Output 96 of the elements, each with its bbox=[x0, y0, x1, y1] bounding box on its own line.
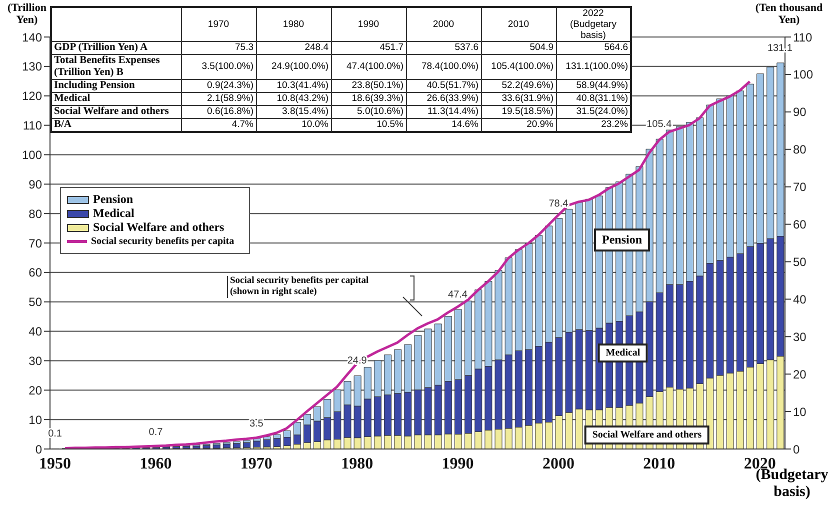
y2-axis-title: (Ten thousand Yen) bbox=[754, 2, 824, 26]
annotation: 47.4(100.0%) bbox=[331, 54, 406, 80]
annotation: 40.8(31.1%) bbox=[556, 92, 631, 106]
annotation: 2022 (Budgetary basis) bbox=[556, 7, 631, 42]
text: 2000 bbox=[406, 7, 481, 42]
annotation: 52.2(49.6%) bbox=[481, 80, 556, 92]
annotation: Medical bbox=[51, 92, 181, 106]
annotation: B/A bbox=[51, 118, 181, 132]
x-tick-label: 2000 bbox=[542, 455, 574, 472]
y-tick-label: 70 bbox=[28, 236, 42, 250]
annotation: 19.5(18.5%) bbox=[481, 106, 556, 118]
annotation: 504.9 bbox=[481, 42, 556, 54]
total-label: 0.7 bbox=[148, 426, 164, 438]
annotation: 4.7% bbox=[181, 118, 256, 132]
x-tick-label: 1960 bbox=[140, 455, 172, 472]
x-tick-label: 1980 bbox=[341, 455, 374, 472]
annotation: 2.1(58.9%) bbox=[181, 92, 256, 106]
annotation: 3.5(100.0%) bbox=[181, 54, 256, 80]
annotation: 58.9(44.9%) bbox=[556, 80, 631, 92]
annotation: 537.6 bbox=[406, 42, 481, 54]
total-label: 3.5 bbox=[249, 418, 264, 430]
annotation: 451.7 bbox=[331, 42, 406, 54]
annotation: 10.3(41.4%) bbox=[256, 80, 331, 92]
annotation: 0.9(24.3%) bbox=[181, 80, 256, 92]
y-tick-label: 40 bbox=[28, 324, 42, 339]
legend-label: Medical bbox=[93, 206, 134, 220]
x-tick-label: 2010 bbox=[643, 455, 676, 472]
annotation: 31.5(24.0%) bbox=[556, 106, 631, 118]
total-label: 78.4 bbox=[548, 198, 569, 210]
annotation: GDP (Trillion Yen) A bbox=[51, 42, 181, 54]
x-tick-label: 1970 bbox=[240, 455, 272, 472]
text: 1980 bbox=[256, 7, 331, 42]
annotation: 33.6(31.9%) bbox=[481, 92, 556, 106]
annotation: 40.5(51.7%) bbox=[406, 80, 481, 92]
y-tick-label: 20 bbox=[28, 383, 42, 398]
annotation: 20.9% bbox=[481, 118, 556, 132]
annotation: 3.8(15.4%) bbox=[256, 106, 331, 118]
x-tick-label: 1950 bbox=[39, 455, 72, 472]
annotation: Social Welfare and others bbox=[584, 426, 710, 444]
annotation: 14.6% bbox=[406, 118, 481, 132]
legend-label: Pension bbox=[93, 192, 134, 206]
y-tick-label: 60 bbox=[28, 266, 42, 280]
y2-tick-label: 90 bbox=[793, 105, 807, 120]
y-tick-label: 90 bbox=[28, 177, 42, 192]
legend-label: Social Welfare and others bbox=[93, 220, 224, 234]
text: 1970 bbox=[181, 7, 256, 42]
annotation: 10.5% bbox=[331, 118, 406, 132]
text: 2010 bbox=[481, 7, 556, 42]
annotation: Including Pension bbox=[51, 80, 181, 92]
annotation: 18.6(39.3%) bbox=[331, 92, 406, 106]
annotation: 23.2% bbox=[556, 118, 631, 132]
annotation: Social Welfare and others bbox=[51, 106, 181, 118]
y2-tick-label: 100 bbox=[793, 68, 814, 82]
y2-tick-label: 50 bbox=[793, 254, 807, 269]
y-axis-title: (Trillion Yen) bbox=[6, 2, 48, 26]
y2-tick-label: 40 bbox=[793, 292, 807, 306]
annotation: 10.8(43.2%) bbox=[256, 92, 331, 106]
y-tick-label: 100 bbox=[22, 148, 42, 162]
y2-tick-label: 20 bbox=[793, 367, 807, 382]
y-tick-label: 130 bbox=[22, 60, 42, 74]
y2-tick-label: 0 bbox=[793, 442, 800, 456]
annotation: 131.1(100.0%) bbox=[556, 54, 631, 80]
annotation: 564.6 bbox=[556, 42, 631, 54]
annotation: 105.4(100.0%) bbox=[481, 54, 556, 80]
y-tick-label: 120 bbox=[22, 89, 42, 104]
annotation: 248.4 bbox=[256, 42, 331, 54]
y-tick-label: 80 bbox=[28, 206, 42, 221]
annotation: Total Benefits Expenses (Trillion Yen) B bbox=[51, 54, 181, 80]
text: 1990 bbox=[331, 7, 406, 42]
annotation: Social security benefits per capital (shown in right scale) bbox=[227, 276, 390, 298]
annotation: 23.8(50.1%) bbox=[331, 80, 406, 92]
y2-tick-label: 30 bbox=[793, 330, 807, 344]
y-tick-label: 0 bbox=[35, 442, 42, 456]
y2-tick-label: 110 bbox=[793, 30, 812, 44]
total-label: 47.4 bbox=[448, 290, 468, 301]
y-tick-label: 50 bbox=[28, 295, 42, 310]
annotation: 78.4(100.0%) bbox=[406, 54, 481, 80]
annotation: Pension bbox=[594, 228, 650, 252]
y2-tick-label: 10 bbox=[793, 404, 807, 419]
y2-tick-label: 70 bbox=[793, 180, 807, 194]
y2-tick-label: 80 bbox=[793, 142, 807, 157]
annotation: Medical bbox=[598, 344, 648, 362]
annotation: 10.0% bbox=[256, 118, 331, 132]
x-tick-label: 1990 bbox=[442, 455, 474, 472]
annotation: 26.6(33.9%) bbox=[406, 92, 481, 106]
y2-tick-label: 60 bbox=[793, 218, 807, 232]
y-tick-label: 30 bbox=[28, 354, 42, 368]
annotation: 75.3 bbox=[181, 42, 256, 54]
y-tick-label: 10 bbox=[28, 412, 42, 427]
legend-label: Social security benefits per capita bbox=[91, 236, 234, 247]
annotation: 24.9(100.0%) bbox=[256, 54, 331, 80]
y-tick-label: 110 bbox=[22, 118, 42, 133]
annotation: 0.6(16.8%) bbox=[181, 106, 256, 118]
y-tick-label: 140 bbox=[22, 30, 42, 44]
annotation: 5.0(10.6%) bbox=[331, 106, 406, 118]
annotation: 11.3(14.4%) bbox=[406, 106, 481, 118]
